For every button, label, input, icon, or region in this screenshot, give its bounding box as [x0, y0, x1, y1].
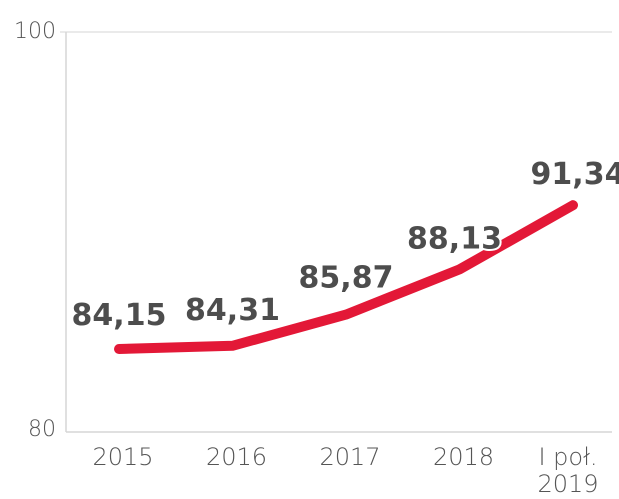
- data-label-3: 88,13: [407, 221, 502, 256]
- data-label-4: 91,34: [531, 157, 619, 192]
- y-tick-label-max: 100: [14, 19, 56, 44]
- x-tick-label-1: 2016: [206, 443, 267, 471]
- x-tick-label-2: 2017: [319, 443, 380, 471]
- data-label-1: 84,31: [185, 293, 280, 328]
- data-label-0: 84,15: [72, 298, 167, 333]
- x-tick-label-0: 2015: [92, 443, 153, 471]
- data-label-2: 85,87: [299, 261, 394, 296]
- y-tick-label-min: 80: [28, 417, 56, 442]
- x-tick-label-3: 2018: [433, 443, 494, 471]
- x-tick-label-4: I poł. 2019: [537, 443, 598, 498]
